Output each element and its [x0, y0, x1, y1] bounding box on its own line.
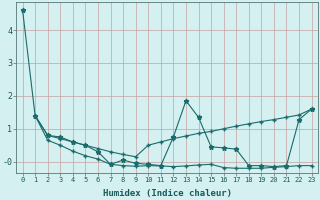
X-axis label: Humidex (Indice chaleur): Humidex (Indice chaleur): [103, 189, 232, 198]
